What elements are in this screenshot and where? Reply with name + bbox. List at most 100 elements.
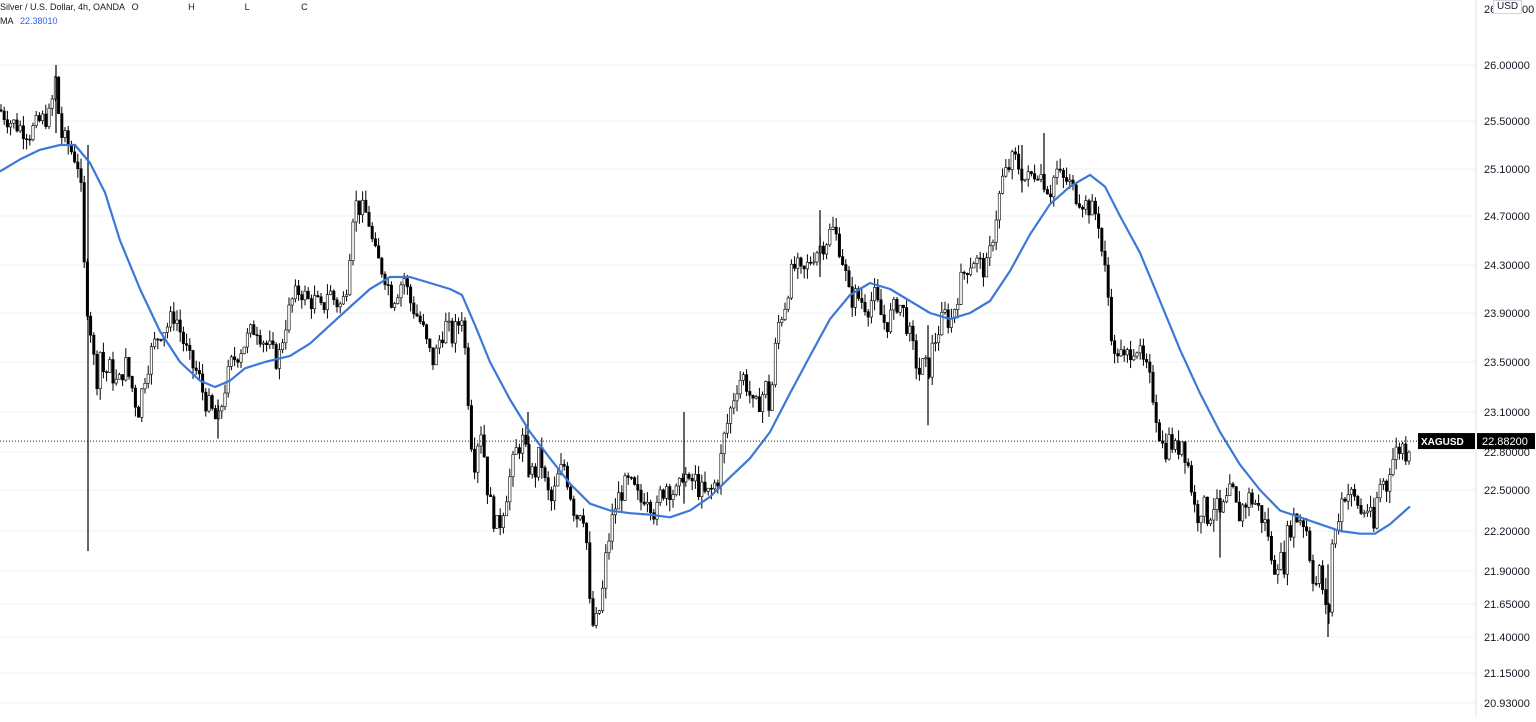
candle: [156, 338, 160, 350]
candle: [1362, 509, 1366, 518]
candle: [901, 304, 905, 318]
candle-body: [1058, 168, 1062, 171]
symbol-title[interactable]: Silver / U.S. Dollar, 4h, OANDA: [0, 2, 126, 12]
candle-body: [1045, 189, 1049, 195]
candle-body: [313, 295, 317, 310]
candle: [306, 287, 310, 300]
candle: [1077, 194, 1081, 209]
candle-body: [1337, 521, 1341, 531]
candle: [629, 476, 633, 481]
price-tag-symbol-bg: [1418, 433, 1475, 450]
candle: [367, 205, 371, 228]
candle-body: [124, 357, 128, 381]
candle: [1100, 227, 1104, 257]
candle-body: [741, 374, 745, 381]
candle: [268, 330, 272, 349]
candle-body: [1407, 451, 1411, 462]
candle-body: [796, 257, 800, 269]
candle: [281, 338, 285, 354]
candle: [585, 522, 589, 550]
candle: [1161, 430, 1165, 449]
candle-body: [1106, 264, 1110, 298]
candle-body: [514, 447, 518, 455]
candle: [1001, 168, 1005, 195]
candle-body: [629, 477, 633, 479]
candle: [1263, 511, 1267, 532]
candle-body: [876, 287, 880, 301]
candle-body: [0, 109, 3, 112]
candle: [105, 370, 109, 382]
candle: [969, 257, 973, 277]
candle-body: [1173, 440, 1177, 450]
candle-body: [601, 587, 605, 611]
candle-body: [1077, 203, 1081, 208]
candle: [1151, 364, 1155, 406]
candle: [1333, 529, 1337, 549]
candle-body: [729, 407, 733, 424]
candle-body: [940, 312, 944, 336]
candle-body: [114, 378, 118, 384]
candle-body: [665, 486, 669, 499]
candle-body: [1378, 484, 1382, 499]
candle: [466, 342, 470, 410]
candle: [783, 302, 787, 322]
candle-body: [1215, 498, 1219, 510]
candle: [1324, 577, 1328, 615]
legend-row-ma[interactable]: MA 22.38010: [0, 14, 355, 28]
candle-body: [402, 278, 406, 286]
candle-body: [802, 265, 806, 270]
candle-body: [1039, 174, 1043, 180]
candle: [1177, 430, 1181, 460]
candle-body: [1167, 434, 1171, 460]
candle-body: [437, 339, 441, 349]
candle: [537, 447, 541, 481]
candle: [265, 340, 269, 352]
price-axis[interactable]: 26.00000 25.50000 25.10000 24.70000 24.30000…: [1484, 4, 1534, 710]
candle-body: [191, 350, 195, 369]
candle: [37, 112, 41, 123]
candle-body: [194, 367, 198, 371]
candle-body: [693, 473, 697, 482]
candle: [178, 309, 182, 342]
candle: [549, 486, 553, 511]
candle: [149, 342, 153, 385]
candle: [601, 580, 605, 613]
candle-body: [1010, 151, 1014, 170]
candle: [1029, 170, 1033, 177]
candle: [69, 140, 73, 155]
candle: [524, 424, 528, 448]
candle-body: [684, 473, 688, 483]
candle-body: [1007, 167, 1011, 170]
candle: [623, 472, 627, 502]
candle-body: [92, 334, 96, 355]
candle-body: [47, 107, 51, 127]
candle: [1036, 175, 1040, 181]
candle: [748, 380, 752, 404]
candle-body: [1321, 565, 1325, 590]
candle-body: [997, 192, 1001, 221]
candle: [15, 113, 19, 133]
candle-body: [482, 434, 486, 458]
candle: [1010, 149, 1014, 180]
candle-body: [636, 484, 640, 491]
candle: [1388, 467, 1392, 504]
candle: [812, 252, 816, 266]
candle: [911, 320, 915, 351]
candle: [226, 359, 230, 398]
candle: [1058, 158, 1062, 173]
candle: [1330, 539, 1334, 617]
candle-body: [1138, 345, 1142, 354]
candle-body: [1196, 504, 1200, 524]
candle: [290, 297, 294, 313]
candle-body: [1244, 504, 1248, 508]
y-tick-label: 22.20000: [1484, 526, 1530, 538]
candle-body: [1391, 459, 1395, 475]
currency-badge[interactable]: USD: [1493, 0, 1523, 14]
candle: [1385, 479, 1389, 503]
candle: [674, 483, 678, 497]
candle-body: [1033, 173, 1037, 180]
candle: [425, 323, 429, 345]
candle-body: [265, 342, 269, 346]
